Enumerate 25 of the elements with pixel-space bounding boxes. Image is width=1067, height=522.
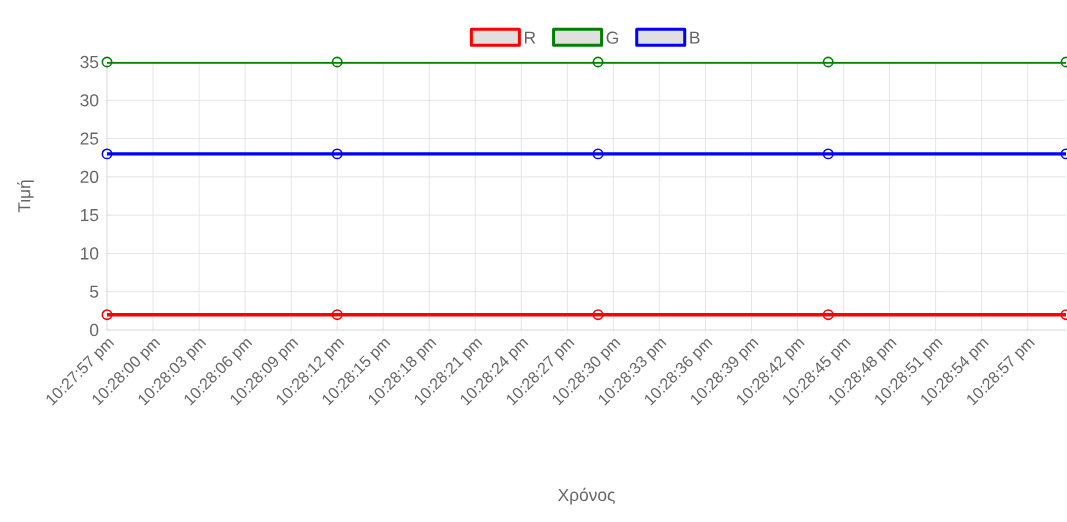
y-tick-label: 10: [81, 247, 99, 260]
y-tick-label: 35: [80, 55, 99, 69]
x-axis-title: Χρόνος: [558, 487, 615, 505]
point: [101, 56, 113, 68]
point: [331, 148, 343, 160]
legend-label: B: [690, 31, 700, 44]
point: [331, 309, 343, 321]
y-tick-label: 20: [80, 170, 99, 183]
point: [101, 148, 113, 160]
point: [592, 148, 604, 160]
y-tick-label: 0: [89, 323, 99, 337]
y-tick-label: 15: [81, 209, 99, 222]
y-axis-title: Τιμή: [17, 180, 34, 213]
point: [592, 309, 604, 321]
point: [592, 56, 604, 68]
legend-label: R: [524, 31, 536, 44]
point: [822, 56, 834, 68]
point: [822, 148, 834, 160]
legend-label: G: [606, 31, 618, 44]
y-tick-label: 5: [90, 285, 99, 298]
y-tick-label: 30: [80, 94, 99, 107]
point: [331, 56, 343, 68]
point: [822, 309, 834, 321]
point: [101, 309, 113, 321]
y-tick-label: 25: [80, 132, 99, 145]
